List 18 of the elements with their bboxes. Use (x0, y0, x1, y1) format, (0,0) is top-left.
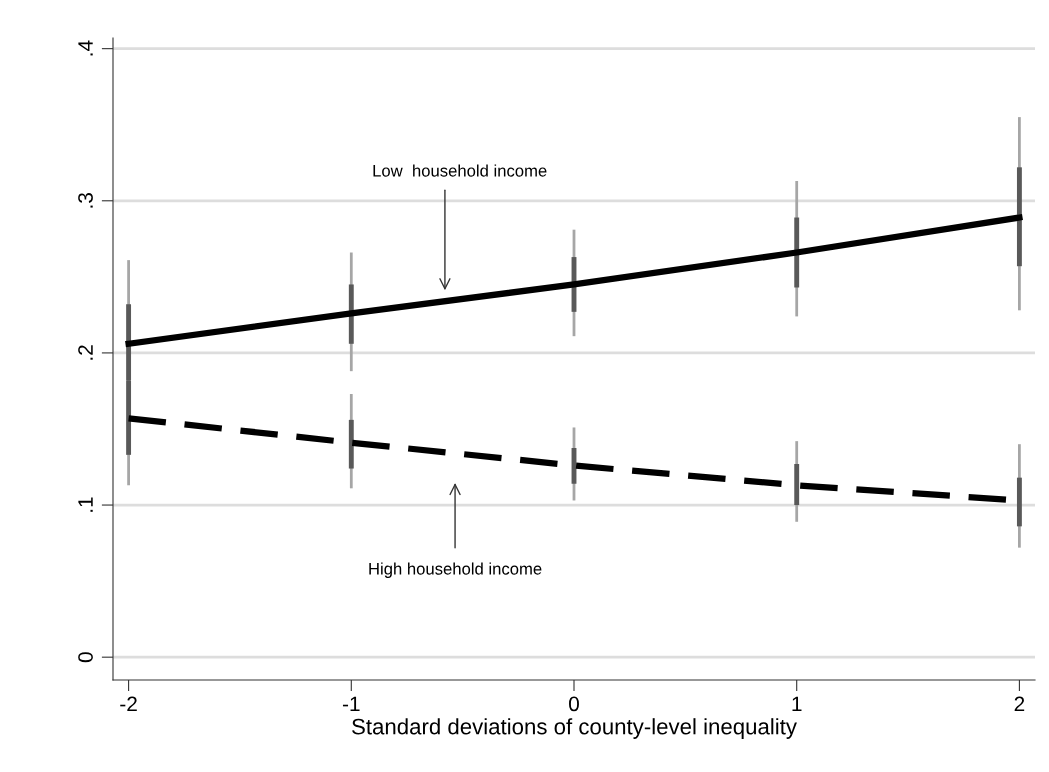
y-tick-label: .1 (78, 497, 93, 512)
x-tick-label: 1 (792, 696, 802, 712)
bar (1016, 167, 1022, 267)
annotation: Low household income (373, 164, 547, 177)
annotation: High household income (369, 562, 542, 578)
bar (794, 217, 800, 288)
y-tick-label: .2 (78, 345, 93, 360)
y-tick-label: .4 (78, 40, 93, 56)
bar (794, 463, 800, 506)
y-tick-label: 0 (78, 652, 93, 663)
x-axis-title: Standard deviations of county-level inequality (352, 718, 797, 739)
bar (348, 419, 354, 469)
x-tick-label: 0 (569, 696, 579, 712)
bar (1016, 477, 1022, 527)
x-tick-label: -1 (342, 696, 360, 712)
y-tick-label: .3 (78, 193, 93, 208)
x-tick-label: -2 (120, 696, 137, 712)
x-tick-label: 2 (1014, 696, 1025, 712)
